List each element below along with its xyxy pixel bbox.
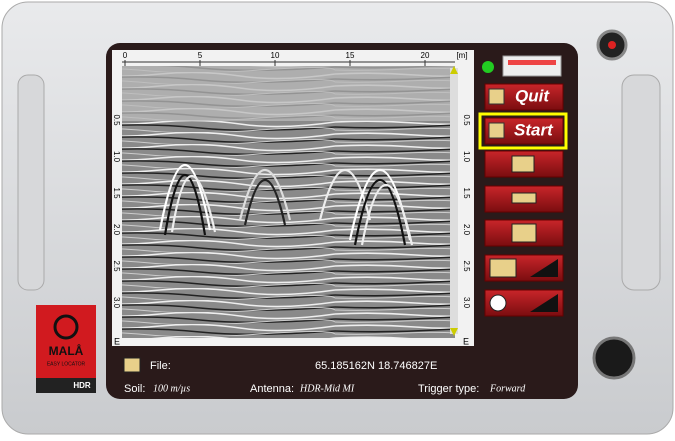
gain-icon [490,259,516,277]
depth-label: 1.5 [112,187,121,199]
depth-label: 2.0 [462,224,471,236]
distance-label: 20 [421,51,430,60]
end-marker: E [463,336,469,346]
trigger-value: Forward [489,383,526,394]
scrollbar[interactable] [450,68,458,334]
page: {"ruler":{"distance":["0","5","10","15",… [0,0,675,436]
depth-label: 2.5 [462,260,471,272]
soil-label: Soil: [124,383,145,395]
zoom-icon [512,224,536,242]
depth-label: 1.5 [462,187,471,199]
trigger-label: Trigger type: [418,383,479,395]
logo-brand: MALÅ [49,343,84,358]
contrast-icon [490,295,506,311]
start-icon [489,123,504,138]
tool-buttons [485,151,563,316]
gauge-bar [508,60,556,65]
gps-indicator [482,61,494,73]
logo-model: HDR [73,381,91,390]
logo-tagline: EASY LOCATOR [47,361,86,367]
key-icon [512,193,536,203]
depth-label: 3.0 [462,297,471,309]
depth-label: 1.0 [462,151,471,163]
depth-label: 3.0 [112,297,121,309]
quit-icon [489,89,504,104]
soil-value: 100 m/µs [153,383,190,394]
signal-gauge [503,56,561,76]
right-handle [622,75,660,290]
distance-label: 10 [271,51,280,60]
camera-icon [512,156,534,172]
start-label: Start [514,120,554,139]
distance-unit: [m] [456,51,467,60]
distance-label: 0 [123,51,128,60]
device: E E [m] Quit Start File: 65.185162N 18.7… [0,0,675,436]
radargram [122,66,455,338]
latitude: 65.185162N [315,360,375,372]
depth-label: 2.5 [112,260,121,272]
file-icon [124,358,140,372]
antenna-label: Antenna: [250,383,294,395]
file-label: File: [150,360,171,372]
end-marker: E [114,336,120,346]
left-handle [18,75,44,290]
depth-label: 1.0 [112,151,121,163]
longitude: 18.746827E [378,360,437,372]
distance-label: 15 [346,51,355,60]
depth-label: 0.5 [112,114,121,126]
antenna-value: HDR-Mid MI [299,383,355,394]
control-knob[interactable] [594,338,634,378]
distance-label: 5 [198,51,203,60]
power-led [608,41,616,49]
depth-label: 2.0 [112,224,121,236]
depth-label: 0.5 [462,114,471,126]
quit-label: Quit [515,86,550,105]
